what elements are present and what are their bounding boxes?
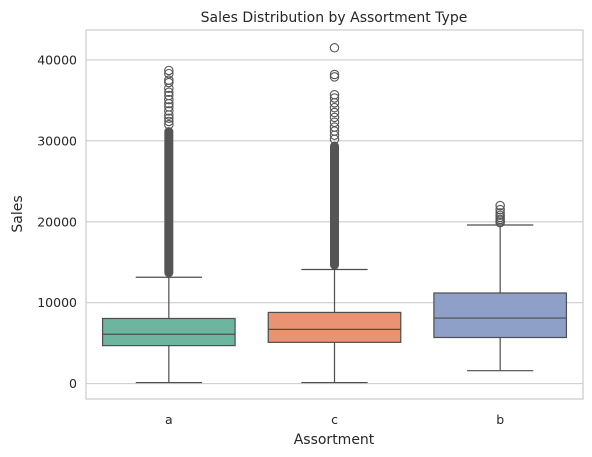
- y-tick-label: 30000: [37, 133, 77, 148]
- outlier-point-a: [164, 68, 174, 79]
- x-tick-label-b: b: [496, 412, 504, 427]
- y-tick-label: 20000: [37, 214, 77, 229]
- outlier-point-c: [329, 89, 340, 100]
- outlier-point-c: [329, 112, 340, 123]
- outlier-point-c: [329, 93, 340, 103]
- outlier-point-a: [164, 75, 174, 85]
- outlier-point-a: [164, 94, 174, 105]
- outlier-point-a: [164, 113, 174, 123]
- outlier-band-a: [164, 127, 174, 278]
- x-tick-label-c: c: [331, 412, 338, 427]
- outlier-point-b: [495, 208, 505, 218]
- y-tick-label: 10000: [37, 295, 77, 310]
- outlier-point-c: [329, 117, 340, 128]
- outlier-point-c: [329, 43, 340, 53]
- outlier-point-b: [495, 204, 505, 215]
- outlier-point-c: [329, 98, 340, 108]
- outlier-point-b: [495, 210, 505, 221]
- plot-frame: [85, 29, 584, 400]
- iqr-box-b: [433, 292, 568, 339]
- outlier-band-c: [330, 141, 339, 270]
- box-group-b: [433, 200, 568, 372]
- outlier-point-c: [329, 107, 340, 118]
- x-tick-label-a: a: [165, 412, 173, 427]
- chart-title: Sales Distribution by Assortment Type: [201, 10, 468, 26]
- box-group-a: [101, 65, 236, 384]
- box-group-c: [267, 43, 402, 384]
- outlier-point-a: [164, 87, 174, 98]
- outlier-point-c: [329, 72, 340, 82]
- iqr-box-c: [267, 311, 402, 343]
- outlier-point-a: [164, 102, 174, 112]
- outlier-point-c: [329, 102, 340, 113]
- outlier-point-b: [495, 200, 505, 211]
- outlier-point-c: [329, 122, 340, 132]
- outlier-point-a: [164, 119, 174, 130]
- y-tick-label: 0: [69, 376, 77, 391]
- boxes: [101, 43, 568, 384]
- y-axis-label: Sales: [10, 195, 26, 232]
- outlier-point-a: [164, 116, 174, 127]
- outlier-point-a: [164, 65, 174, 76]
- y-tick-label: 40000: [37, 52, 77, 67]
- outlier-point-c: [329, 69, 340, 80]
- outlier-point-a: [164, 90, 174, 101]
- y-axis-ticks: 0 10000 20000 30000 40000: [37, 52, 77, 391]
- x-axis-label: Assortment: [294, 432, 375, 448]
- iqr-box-a: [101, 317, 236, 347]
- outlier-point-a: [164, 106, 174, 116]
